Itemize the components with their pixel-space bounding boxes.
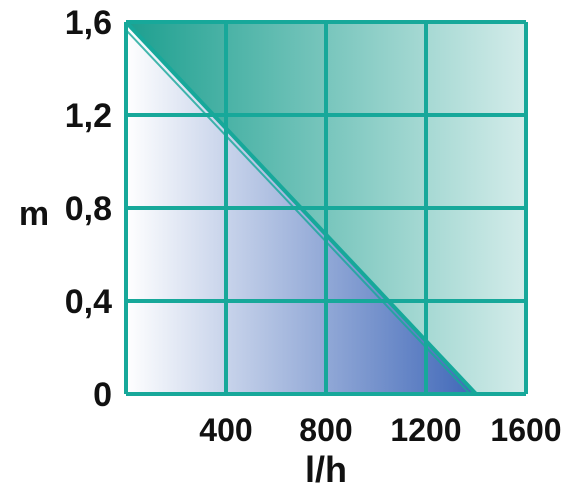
x-tick-labels: 400 800 1200 1600 xyxy=(199,412,561,448)
y-tick-label: 1,6 xyxy=(65,4,112,42)
x-tick-label: 1600 xyxy=(490,412,561,448)
x-tick-label: 800 xyxy=(299,412,352,448)
series-line-shadow xyxy=(125,29,471,395)
y-tick-label: 0,4 xyxy=(65,283,112,321)
y-tick-label: 0,8 xyxy=(65,190,112,228)
series-line xyxy=(124,20,478,396)
x-tick-label: 1200 xyxy=(390,412,461,448)
x-axis-label: l/h xyxy=(305,449,347,490)
y-axis-label: m xyxy=(19,195,49,233)
y-tick-labels: 0 0,4 0,8 1,2 1,6 xyxy=(65,4,112,414)
y-tick-label: 0 xyxy=(93,376,112,414)
x-tick-label: 400 xyxy=(199,412,252,448)
series-lines xyxy=(124,20,478,396)
grid xyxy=(124,20,528,396)
y-tick-label: 1,2 xyxy=(65,97,112,135)
